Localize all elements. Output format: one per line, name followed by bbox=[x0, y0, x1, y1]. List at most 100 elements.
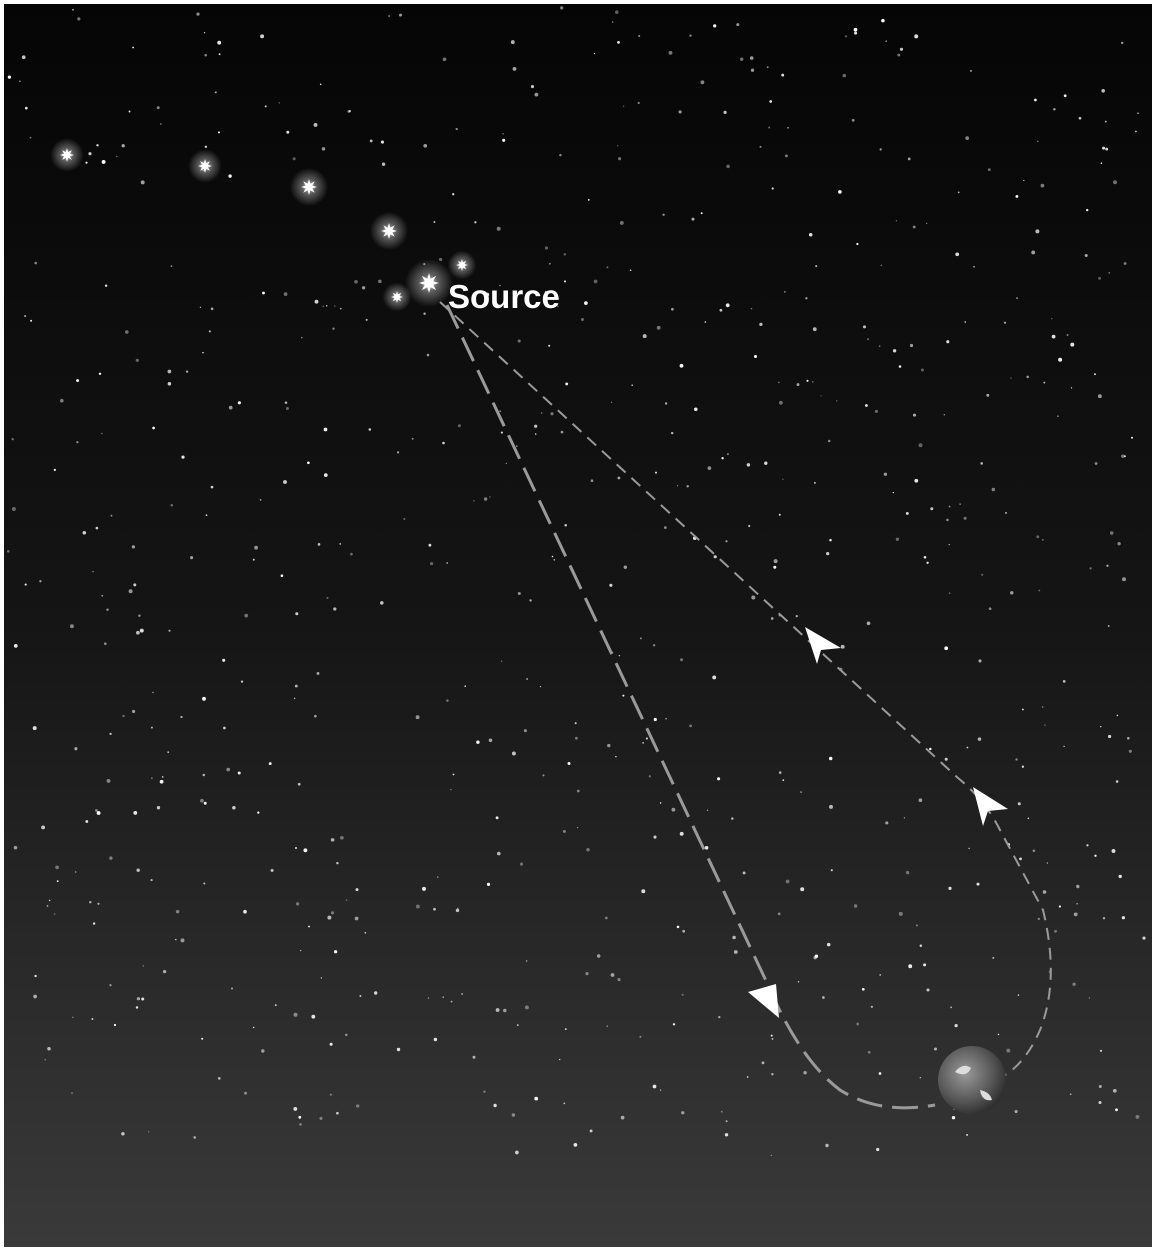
star bbox=[334, 305, 335, 306]
star bbox=[295, 847, 297, 849]
star bbox=[1137, 112, 1138, 113]
star bbox=[910, 344, 913, 347]
star bbox=[714, 555, 717, 558]
star bbox=[945, 758, 948, 761]
star bbox=[202, 352, 204, 354]
star bbox=[77, 17, 80, 20]
star bbox=[829, 757, 833, 761]
star bbox=[896, 538, 899, 541]
star bbox=[759, 146, 761, 148]
star bbox=[279, 102, 280, 103]
star bbox=[665, 718, 666, 719]
star bbox=[619, 655, 620, 656]
star bbox=[380, 601, 384, 605]
star bbox=[727, 453, 729, 455]
star bbox=[355, 917, 359, 921]
star bbox=[132, 47, 134, 49]
star bbox=[151, 727, 153, 729]
star bbox=[180, 716, 182, 718]
star bbox=[1086, 844, 1088, 846]
star bbox=[518, 592, 521, 595]
star bbox=[190, 556, 193, 559]
star bbox=[540, 686, 541, 687]
star bbox=[949, 506, 951, 508]
star bbox=[211, 308, 214, 311]
star bbox=[397, 1048, 400, 1051]
star bbox=[211, 486, 214, 489]
star bbox=[1086, 209, 1088, 211]
star bbox=[1122, 916, 1125, 919]
star bbox=[442, 442, 445, 445]
star bbox=[568, 762, 571, 765]
bright-star bbox=[381, 223, 397, 239]
star bbox=[416, 905, 420, 909]
star bbox=[653, 836, 656, 839]
star bbox=[489, 739, 493, 743]
star bbox=[771, 617, 774, 620]
star bbox=[85, 820, 88, 823]
star bbox=[929, 748, 931, 750]
star bbox=[321, 977, 323, 979]
star bbox=[836, 400, 838, 402]
star bbox=[771, 1155, 772, 1156]
star bbox=[747, 463, 750, 466]
star bbox=[1085, 254, 1088, 257]
star bbox=[101, 433, 102, 434]
star bbox=[129, 589, 133, 593]
star bbox=[852, 119, 855, 122]
star bbox=[293, 1107, 297, 1111]
star bbox=[399, 14, 402, 17]
star bbox=[584, 301, 588, 305]
star bbox=[585, 972, 588, 975]
star bbox=[1038, 590, 1040, 592]
star bbox=[1015, 195, 1018, 198]
bright-star bbox=[60, 148, 74, 162]
star bbox=[49, 900, 51, 902]
star bbox=[653, 644, 655, 646]
star bbox=[464, 685, 466, 687]
star bbox=[786, 880, 790, 884]
star bbox=[1072, 983, 1075, 986]
star bbox=[1047, 862, 1048, 863]
star bbox=[320, 84, 322, 86]
star bbox=[649, 775, 651, 777]
star bbox=[34, 262, 37, 265]
star bbox=[218, 1077, 221, 1080]
star bbox=[552, 556, 554, 558]
star bbox=[581, 318, 584, 321]
star bbox=[501, 661, 502, 662]
star bbox=[298, 783, 301, 786]
star bbox=[964, 517, 967, 520]
star bbox=[621, 1116, 625, 1120]
star bbox=[1010, 591, 1013, 594]
star bbox=[908, 158, 911, 161]
star bbox=[516, 445, 518, 447]
star bbox=[868, 1051, 871, 1054]
star bbox=[152, 427, 155, 430]
star bbox=[525, 1005, 529, 1009]
star bbox=[921, 369, 924, 372]
star bbox=[725, 540, 727, 542]
star bbox=[825, 1144, 828, 1147]
star bbox=[617, 978, 620, 981]
star bbox=[620, 221, 624, 225]
star bbox=[364, 932, 366, 934]
star bbox=[664, 526, 667, 529]
star bbox=[798, 981, 800, 983]
star bbox=[423, 312, 425, 314]
star bbox=[550, 412, 553, 415]
star bbox=[327, 916, 331, 920]
star bbox=[22, 55, 26, 59]
star bbox=[133, 583, 136, 586]
star bbox=[713, 24, 716, 27]
star bbox=[346, 899, 348, 901]
star bbox=[7, 550, 10, 553]
star bbox=[1005, 512, 1007, 514]
star bbox=[141, 180, 145, 184]
star bbox=[681, 1111, 684, 1114]
star bbox=[317, 672, 320, 675]
star bbox=[875, 410, 878, 413]
star bbox=[226, 768, 230, 772]
star bbox=[930, 507, 933, 510]
star bbox=[642, 742, 644, 744]
